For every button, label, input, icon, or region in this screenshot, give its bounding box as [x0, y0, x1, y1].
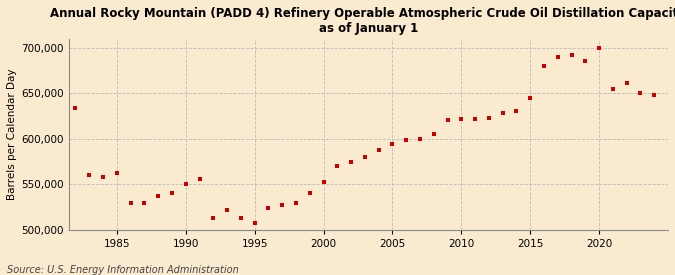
Point — [236, 216, 246, 220]
Point — [552, 55, 563, 59]
Point — [442, 118, 453, 122]
Point — [539, 64, 549, 68]
Point — [511, 109, 522, 113]
Point — [98, 175, 109, 179]
Point — [360, 155, 371, 159]
Point — [332, 164, 343, 168]
Point — [167, 191, 178, 196]
Point — [125, 200, 136, 205]
Point — [263, 206, 274, 210]
Point — [194, 177, 205, 181]
Title: Annual Rocky Mountain (PADD 4) Refinery Operable Atmospheric Crude Oil Distillat: Annual Rocky Mountain (PADD 4) Refinery … — [51, 7, 675, 35]
Point — [608, 87, 618, 91]
Point — [221, 208, 232, 212]
Point — [414, 137, 425, 141]
Point — [180, 182, 191, 186]
Point — [70, 106, 81, 110]
Point — [429, 132, 439, 136]
Point — [483, 116, 494, 120]
Point — [525, 96, 536, 100]
Point — [318, 179, 329, 184]
Y-axis label: Barrels per Calendar Day: Barrels per Calendar Day — [7, 68, 17, 200]
Point — [208, 216, 219, 220]
Point — [594, 46, 605, 50]
Point — [621, 80, 632, 85]
Point — [635, 91, 646, 96]
Point — [456, 117, 466, 121]
Point — [277, 203, 288, 207]
Point — [304, 191, 315, 196]
Point — [387, 142, 398, 147]
Point — [84, 173, 95, 177]
Point — [497, 111, 508, 116]
Point — [153, 194, 163, 198]
Point — [290, 200, 301, 205]
Point — [566, 53, 577, 57]
Point — [111, 170, 122, 175]
Point — [249, 220, 260, 225]
Point — [580, 59, 591, 63]
Point — [649, 93, 659, 97]
Point — [139, 200, 150, 205]
Point — [346, 160, 356, 164]
Text: Source: U.S. Energy Information Administration: Source: U.S. Energy Information Administ… — [7, 265, 238, 275]
Point — [470, 117, 481, 121]
Point — [373, 148, 384, 152]
Point — [401, 138, 412, 142]
